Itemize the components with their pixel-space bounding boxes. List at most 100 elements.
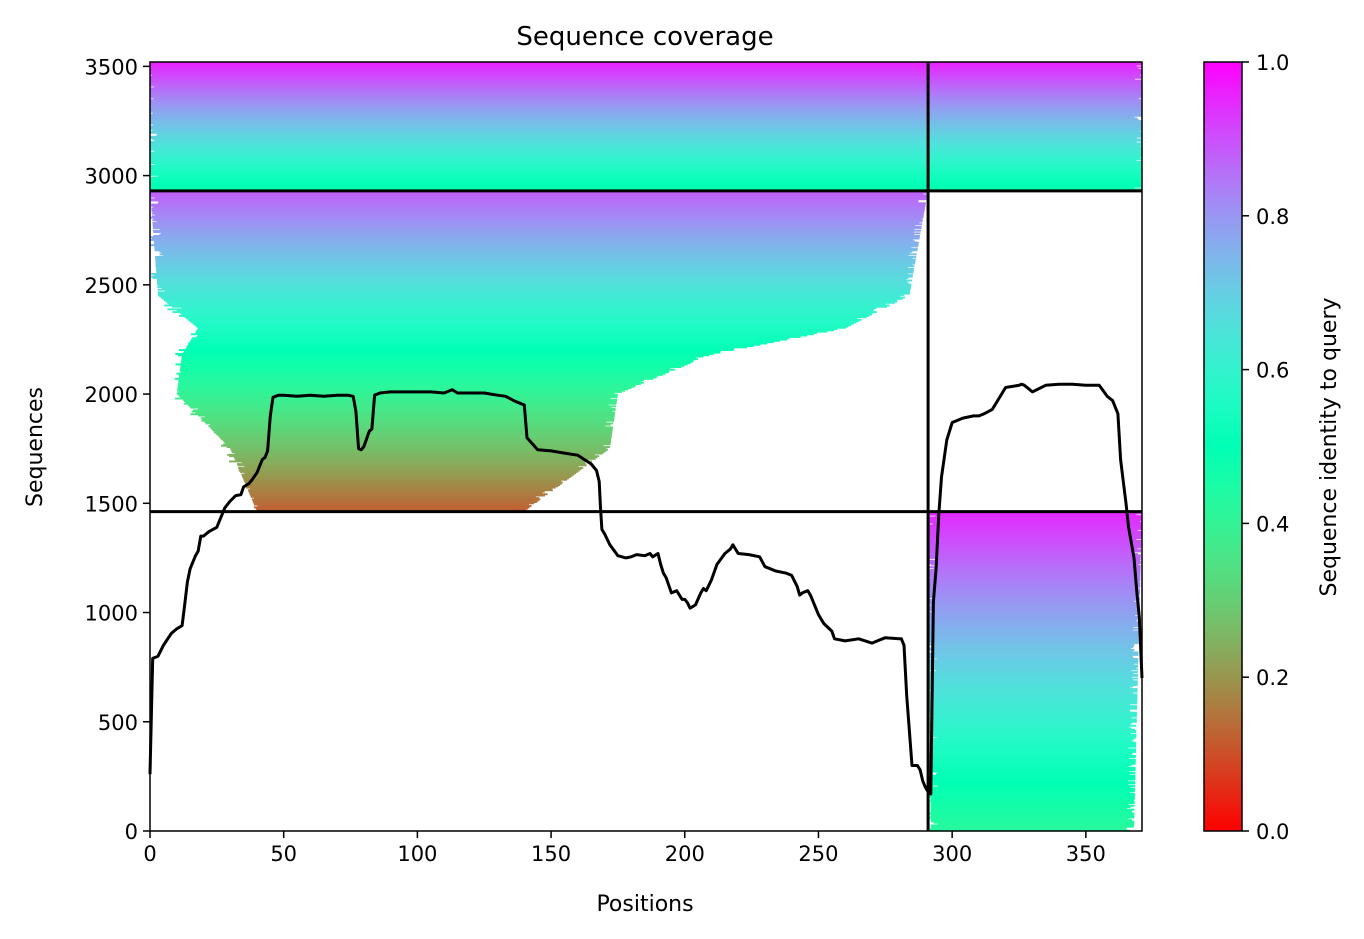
coverage-row	[929, 633, 1139, 635]
coverage-line	[148, 382, 1144, 796]
coverage-row	[186, 346, 748, 349]
coverage-row	[928, 541, 1142, 544]
coverage-row	[160, 232, 921, 235]
coverage-row	[221, 444, 604, 447]
coverage-row	[935, 515, 1142, 517]
coverage-row	[156, 270, 914, 273]
coverage-row	[250, 495, 537, 498]
coverage-row	[150, 71, 1142, 74]
coverage-row	[928, 542, 1142, 545]
coverage-row	[175, 353, 714, 355]
coverage-row	[178, 376, 657, 379]
coverage-row	[150, 99, 1142, 101]
coverage-row	[928, 516, 1142, 519]
coverage-row	[929, 627, 1140, 630]
coverage-row	[152, 237, 920, 240]
coverage-row	[254, 503, 529, 506]
coverage-row	[210, 423, 611, 426]
coverage-row	[928, 816, 1135, 819]
coverage-row	[928, 533, 1142, 536]
coverage-row	[928, 634, 1139, 637]
coverage-row	[181, 359, 694, 362]
coverage-row	[932, 715, 1137, 718]
coverage-row	[164, 304, 890, 307]
coverage-row	[929, 672, 1134, 675]
coverage-row	[154, 163, 1142, 166]
coverage-row	[931, 728, 1135, 731]
coverage-row	[929, 621, 1140, 624]
coverage-row	[930, 719, 1137, 722]
coverage-row	[929, 635, 1139, 638]
coverage-row	[928, 579, 1141, 582]
coverage-row	[929, 706, 1137, 709]
coverage-row	[930, 810, 1133, 812]
coverage-row	[928, 587, 1139, 590]
coverage-row	[254, 497, 540, 500]
coverage-row	[928, 685, 1134, 688]
coverage-row	[230, 447, 607, 450]
coverage-row	[930, 824, 1135, 827]
coverage-row	[248, 490, 545, 493]
coverage-row	[150, 173, 1141, 176]
coverage-row	[187, 345, 754, 347]
coverage-row	[932, 741, 1137, 744]
coverage-row	[226, 446, 611, 448]
coverage-row	[153, 229, 921, 232]
coverage-row	[156, 279, 912, 282]
coverage-row	[928, 570, 1141, 573]
coverage-row	[929, 696, 1138, 698]
coverage-row	[929, 676, 1132, 679]
coverage-row	[181, 358, 698, 361]
coverage-row	[152, 129, 1142, 132]
coverage-row	[929, 557, 1141, 559]
coverage-row	[150, 135, 1142, 138]
y-tick-label: 3500	[85, 55, 138, 79]
coverage-row	[930, 745, 1137, 748]
coverage-row	[150, 187, 1135, 189]
coverage-row	[150, 195, 927, 198]
coverage-row	[178, 381, 644, 384]
coverage-row	[930, 811, 1132, 814]
coverage-row	[929, 720, 1137, 723]
coverage-row	[190, 406, 612, 409]
coverage-row	[190, 413, 615, 416]
coverage-row	[231, 451, 605, 454]
coverage-row	[928, 783, 1129, 786]
coverage-row	[930, 737, 1135, 740]
coverage-row	[176, 372, 666, 375]
coverage-row	[193, 409, 616, 412]
coverage-row	[930, 820, 1135, 823]
coverage-row	[930, 743, 1137, 746]
coverage-row	[150, 78, 1135, 81]
coverage-row	[150, 188, 1142, 191]
coverage-row	[150, 118, 1139, 121]
coverage-row	[929, 711, 1137, 714]
coverage-row	[191, 321, 857, 324]
coverage-row	[930, 803, 1129, 806]
coverage-row	[161, 252, 911, 254]
coverage-row	[156, 220, 923, 223]
coverage-row	[175, 363, 688, 366]
coverage-row	[195, 332, 818, 334]
coverage-row	[156, 278, 907, 281]
coverage-row	[154, 246, 912, 249]
coverage-row	[172, 311, 877, 313]
coverage-row	[930, 786, 1131, 789]
coverage-row	[157, 283, 912, 286]
coverage-row	[150, 156, 1141, 159]
coverage-row	[936, 736, 1137, 739]
coverage-row	[180, 364, 685, 367]
coverage-row	[150, 160, 1142, 163]
coverage-row	[216, 433, 612, 435]
coverage-row	[174, 377, 654, 380]
coverage-row	[930, 794, 1135, 797]
coverage-row	[211, 427, 613, 430]
coverage-row	[255, 507, 528, 510]
coverage-row	[241, 474, 573, 477]
coverage-row	[150, 155, 1142, 158]
coverage-row	[150, 167, 1142, 170]
coverage-row	[150, 90, 1142, 92]
coverage-row	[930, 735, 1137, 738]
coverage-row	[928, 589, 1140, 592]
y-axis: 0 500 1000 1500 2000 2500 3000 3500	[85, 55, 150, 844]
